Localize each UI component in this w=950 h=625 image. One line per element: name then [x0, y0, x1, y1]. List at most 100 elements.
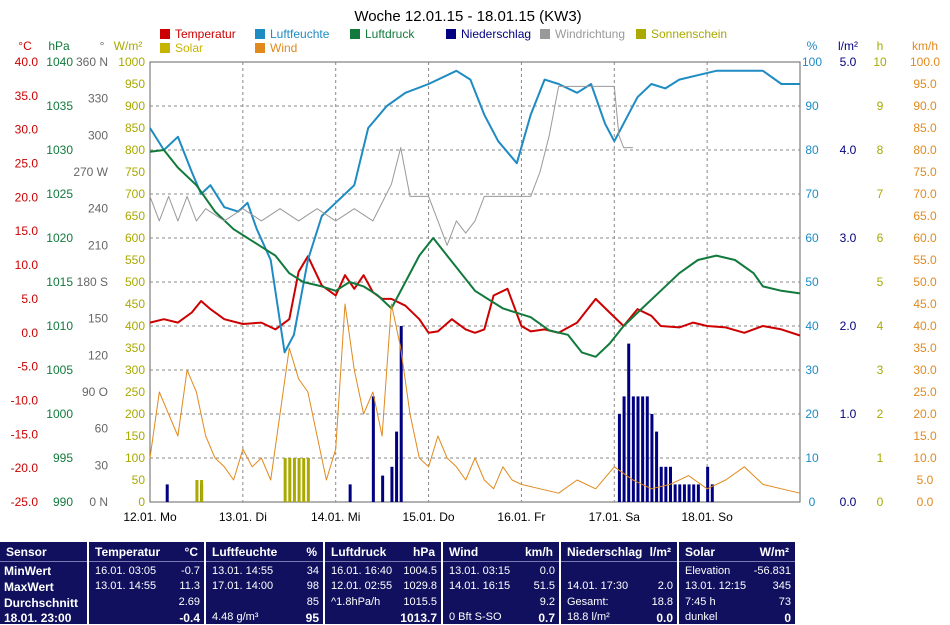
rain-bar [395, 431, 399, 502]
temp-tick: 15.0 [15, 224, 39, 238]
wind-tick: 65.0 [913, 209, 937, 223]
wind-unit: km/h [912, 39, 938, 53]
pressure-tick: 1035 [46, 99, 73, 113]
humidity-tick: 30 [805, 363, 819, 377]
temp-tick: -20.0 [11, 461, 39, 475]
legend-label: Temperatur [175, 27, 236, 41]
rain-bar [692, 484, 696, 502]
pressure-tick: 1025 [46, 187, 73, 201]
solar-sun-hours: 7:45 h [685, 596, 716, 608]
legend-swatch [160, 29, 170, 39]
solar-tick: 650 [125, 209, 145, 223]
wind-tick: 45.0 [913, 297, 937, 311]
wind-tick: 40.0 [913, 319, 937, 333]
sunshine-bar [302, 458, 306, 502]
axes-layer: 12.01. Mo 13.01. Di 14.01. Mi 15.01. Do 16.0… [11, 39, 941, 524]
press-min-time: 16.01. 16:40 [331, 565, 393, 577]
rain-tick: 5.0 [840, 55, 857, 69]
press-avg-value: 1015.5 [403, 596, 437, 608]
rain-sum: 18.8 l/m² [567, 611, 610, 623]
rain-bar [399, 326, 403, 502]
sunshine-bar [283, 458, 287, 502]
pressure-tick: 1020 [46, 231, 73, 245]
wind-tick: 10.0 [913, 451, 937, 465]
rain-max-value: 2.0 [657, 580, 673, 592]
luftfeuchte-line [149, 69, 800, 354]
sunshine-bar [306, 458, 310, 502]
hum-max-time: 17.01. 14:00 [212, 580, 274, 592]
rain-tick: 3.0 [840, 231, 857, 245]
temp-tick: 20.0 [15, 190, 39, 204]
legend-label: Niederschlag [461, 27, 531, 41]
rain-bar [631, 396, 635, 502]
direction-tick: 330 [88, 92, 108, 106]
x-tick-label: 18.01. So [681, 510, 733, 524]
wind-tick: 55.0 [913, 253, 937, 267]
solar-tick: 700 [125, 187, 145, 201]
solar-tick: 900 [125, 99, 145, 113]
solar-tick: 400 [125, 319, 145, 333]
solar-tick: 100 [125, 451, 145, 465]
chart-title: Woche 12.01.15 - 18.01.15 (KW3) [354, 8, 581, 25]
x-tick-label: 17.01. Sa [589, 510, 641, 524]
chart-canvas: 12.01. Mo 13.01. Di 14.01. Mi 15.01. Do 16.0… [11, 8, 941, 524]
wind-tick: 0.0 [917, 495, 934, 509]
luftdruck-header: Luftdruck [331, 545, 387, 559]
sunhours-tick: 2 [877, 407, 884, 421]
legend-swatch [350, 29, 360, 39]
press-current-value: 1013.7 [400, 611, 437, 625]
wind-tick: 15.0 [913, 429, 937, 443]
summary-table: Sensor MinWert MaxWert Durchschnitt 18.0… [0, 538, 950, 625]
temp-tick: -25.0 [11, 495, 39, 509]
temp-max-value: 11.3 [179, 580, 200, 592]
sunshine-bar [195, 480, 199, 502]
wind-tick: 95.0 [913, 77, 937, 91]
sensor-header: Sensor [6, 545, 47, 559]
wind-tick: 85.0 [913, 121, 937, 135]
temperatur-unit: °C [184, 545, 198, 559]
direction-tick: 120 [88, 348, 108, 362]
rain-current-value: 0.0 [656, 611, 673, 625]
humidity-tick: 0 [809, 495, 816, 509]
rain-bar [348, 484, 352, 502]
hum-avg-value: 85 [306, 596, 319, 608]
direction-tick: 90 O [82, 385, 108, 399]
rain-bar [673, 484, 677, 502]
legend-label: Solar [175, 41, 203, 55]
solar-current-value: 0 [784, 611, 791, 625]
solar-tick: 1000 [118, 55, 145, 69]
sunhours-tick: 5 [877, 275, 884, 289]
legend: Temperatur Luftfeuchte Luftdruck Niederschl… [160, 27, 727, 55]
direction-tick: 240 [88, 202, 108, 216]
wind-unit: km/h [524, 545, 553, 559]
hum-min-time: 13.01. 14:55 [212, 565, 274, 577]
rain-bar [371, 396, 375, 502]
rain-bar [641, 396, 645, 502]
rain-bar [627, 343, 631, 502]
niederschlag-block: Niederschlag l/m² 14.01. 17:30 2.0 Gesamt… [561, 542, 677, 625]
x-tick-label: 15.01. Do [403, 510, 455, 524]
solar-tick: 450 [125, 297, 145, 311]
sunshine-bar [297, 458, 301, 502]
rain-max-time: 14.01. 17:30 [567, 580, 629, 592]
rain-bar [617, 414, 621, 502]
hum-min-value: 34 [306, 565, 319, 577]
rain-tick: 2.0 [840, 319, 857, 333]
legend-label: Sonnenschein [651, 27, 727, 41]
niederschlag-header: Niederschlag [567, 545, 643, 559]
wind-tick: 90.0 [913, 99, 937, 113]
rain-bar [645, 396, 649, 502]
pressure-tick: 990 [53, 495, 73, 509]
wind-tick: 60.0 [913, 231, 937, 245]
direction-tick: 180 S [77, 275, 108, 289]
wind-max-time: 14.01. 16:15 [449, 580, 511, 592]
solar-status: dunkel [685, 611, 718, 623]
luftfeuchte-header: Luftfeuchte [212, 545, 278, 559]
humidity-tick: 80 [805, 143, 819, 157]
wind-tick: 50.0 [913, 275, 937, 289]
legend-swatch [636, 29, 646, 39]
rain-bar [664, 466, 668, 502]
wind-tick: 20.0 [913, 407, 937, 421]
press-min-value: 1004.5 [403, 565, 437, 577]
wind-tick: 70.0 [913, 187, 937, 201]
